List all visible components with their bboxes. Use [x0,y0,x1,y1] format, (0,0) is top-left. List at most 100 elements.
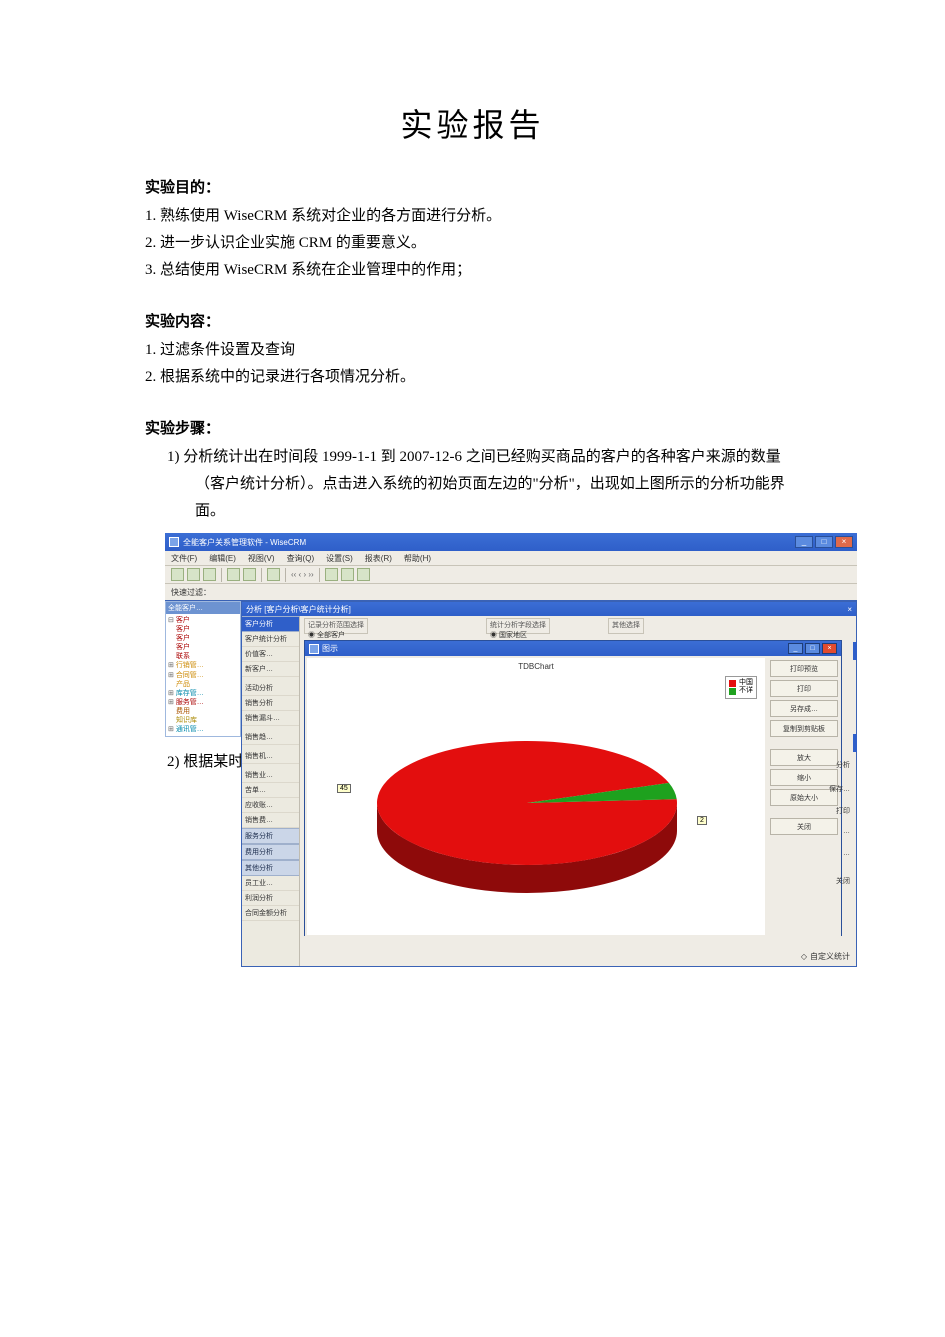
tree-node[interactable]: 通讯管… [168,725,238,734]
tree-node[interactable]: 产品 [168,680,238,689]
chart-area: TDBChart 中国不详 45 2 [307,658,765,935]
chart-caption: TDBChart [518,662,554,671]
right-label[interactable]: 关闭 [820,876,850,886]
sidebar-item[interactable]: 销售漏斗… [242,711,299,726]
toolbar-icon[interactable] [243,568,256,581]
tree-node[interactable]: 库存管… [168,689,238,698]
toolbar: ‹‹ ‹ › ›› [165,566,857,584]
chart-close-button[interactable]: × [822,643,837,654]
filter-group-other[interactable]: 其他选择 [608,618,644,634]
purpose-item-3: 3. 总结使用 WiseCRM 系统在企业管理中的作用； [145,257,800,284]
chart-panel-button[interactable]: 复制到剪贴板 [770,720,838,737]
sidebar-item[interactable]: 利润分析 [242,891,299,906]
toolbar-icon[interactable] [227,568,240,581]
menu-report[interactable]: 报表(R) [365,553,392,564]
toolbar-icon[interactable] [325,568,338,581]
analysis-window: 分析 [客户分析\客户统计分析] × 客户分析客户统计分析价值客…新客户… 活动分… [241,601,857,967]
sidebar-item[interactable]: 员工业… [242,876,299,891]
sidebar-item[interactable]: 活动分析 [242,681,299,696]
radio-country[interactable]: 国家地区 [490,632,527,639]
analysis-sidebar[interactable]: 客户分析客户统计分析价值客…新客户… 活动分析销售分析销售漏斗… 销售趋… 销售机… 销… [242,616,300,966]
chart-icon [309,644,319,654]
right-label[interactable]: 打印 [820,806,850,816]
step-1: 1) 分析统计出在时间段 1999-1-1 到 2007-12-6 之间已经购买… [145,444,800,525]
sidebar-group[interactable]: 费用分析 [242,844,299,860]
sidebar-item[interactable]: 客户统计分析 [242,632,299,647]
chart-panel-button[interactable]: 打印 [770,680,838,697]
sidebar-item[interactable]: 应收账… [242,798,299,813]
sidebar-group[interactable]: 其他分析 [242,860,299,876]
content-heading: 实验内容： [145,310,800,331]
menubar[interactable]: 文件(F) 编辑(E) 视图(V) 查询(Q) 设置(S) 报表(R) 帮助(H… [165,551,857,566]
menu-settings[interactable]: 设置(S) [326,553,353,564]
close-button[interactable]: × [835,536,853,548]
filter-label: 快速过滤： [171,587,211,598]
tree-node[interactable]: 联系 [168,652,238,661]
maximize-button[interactable]: □ [815,536,833,548]
tree-node[interactable]: 客户 [168,616,238,625]
sidebar-item[interactable]: 销售费… [242,813,299,828]
content-item-2: 2. 根据系统中的记录进行各项情况分析。 [145,364,800,391]
content-item-1: 1. 过滤条件设置及查询 [145,337,800,364]
steps-heading: 实验步骤： [145,417,800,438]
nav-arrows[interactable]: ‹‹ ‹ › ›› [291,570,314,579]
menu-query[interactable]: 查询(Q) [287,553,315,564]
right-label[interactable]: … [820,850,850,857]
chart-dialog: 图示 _ □ × TDBChart [304,640,842,936]
toolbar-icon[interactable] [267,568,280,581]
menu-help[interactable]: 帮助(H) [404,553,431,564]
tree-node[interactable]: 客户 [168,625,238,634]
sidebar-item[interactable]: 合同金额分析 [242,906,299,921]
filter-group-scope[interactable]: 记录分析范围选择 全部客户 [304,618,368,634]
sidebar-item[interactable]: 销售分析 [242,696,299,711]
chart-titlebar[interactable]: 图示 _ □ × [305,641,841,656]
chart-panel-button[interactable]: 打印预览 [770,660,838,677]
tree-header: 全能客户… [166,602,240,614]
tree-node[interactable]: 客户 [168,643,238,652]
sidebar-item[interactable]: 销售机… [242,749,299,764]
toolbar-icon[interactable] [357,568,370,581]
sidebar-item[interactable]: 销售业… [242,768,299,783]
callout-right: 2 [697,816,707,825]
sidebar-item[interactable]: 苦单… [242,783,299,798]
sidebar-group[interactable]: 客户分析 [242,616,299,632]
chart-minimize-button[interactable]: _ [788,643,803,654]
menu-file[interactable]: 文件(F) [171,553,197,564]
filter-bar: 快速过滤： [165,584,857,601]
legend-row: 不详 [729,687,753,695]
filter-group-field[interactable]: 统计分析字段选择 国家地区 [486,618,550,634]
menu-edit[interactable]: 编辑(E) [209,553,236,564]
main-titlebar[interactable]: 全能客户关系管理软件 - WiseCRM _ □ × [165,533,857,551]
radio-all-customers[interactable]: 全部客户 [308,632,345,639]
chart-maximize-button[interactable]: □ [805,643,820,654]
toolbar-icon[interactable] [171,568,184,581]
tree-node[interactable]: 行销管… [168,661,238,670]
tree-node[interactable]: 知识库 [168,716,238,725]
purpose-item-1: 1. 熟练使用 WiseCRM 系统对企业的各方面进行分析。 [145,203,800,230]
right-label[interactable]: 保存… [820,784,850,794]
tree-pane[interactable]: 全能客户… 客户 客户 客户 客户 联系 行销管… 合同管… 产品 库存管… 服… [165,601,241,737]
tree-node[interactable]: 客户 [168,634,238,643]
tree-node[interactable]: 合同管… [168,671,238,680]
custom-stats-button[interactable]: 自定义统计 [801,951,850,962]
fg-title: 统计分析字段选择 [490,622,546,629]
fg-title: 其他选择 [612,622,640,629]
sidebar-group[interactable]: 服务分析 [242,828,299,844]
tree-node[interactable]: 费用 [168,707,238,716]
sidebar-item[interactable]: 新客户… [242,662,299,677]
legend-swatch [729,688,736,695]
toolbar-icon[interactable] [187,568,200,581]
sidebar-item[interactable]: 价值客… [242,647,299,662]
tree-node[interactable]: 服务管… [168,698,238,707]
right-label[interactable]: … [820,828,850,835]
minimize-button[interactable]: _ [795,536,813,548]
analysis-close-icon[interactable]: × [847,605,852,614]
analysis-titlebar[interactable]: 分析 [客户分析\客户统计分析] × [242,602,856,616]
toolbar-icon[interactable] [203,568,216,581]
right-label[interactable]: 分析 [820,760,850,770]
toolbar-icon[interactable] [341,568,354,581]
menu-view[interactable]: 视图(V) [248,553,275,564]
sidebar-item[interactable]: 销售趋… [242,730,299,745]
chart-dialog-title: 图示 [322,643,338,654]
chart-panel-button[interactable]: 另存成… [770,700,838,717]
